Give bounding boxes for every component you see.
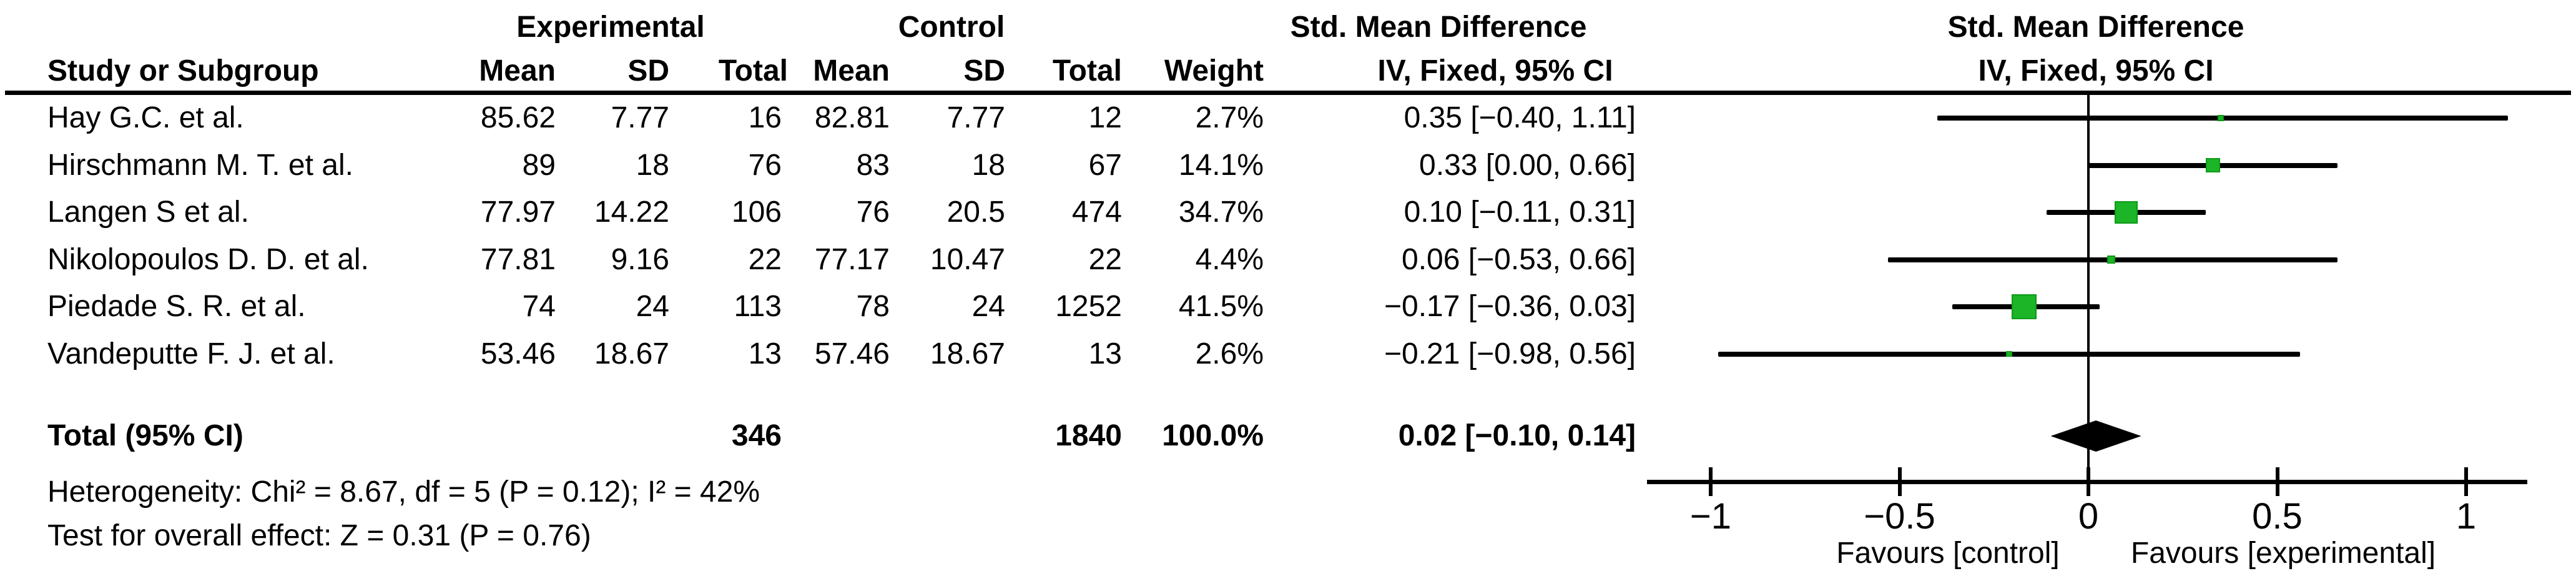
cell-exp-mean: 74 — [522, 290, 556, 323]
cell-study: Hay G.C. et al. — [47, 101, 244, 134]
tick-label: 0.5 — [2252, 496, 2303, 537]
cell-ctrl-total: 12 — [1088, 101, 1122, 134]
group-header-experimental: Experimental — [516, 11, 705, 44]
cell-exp-total: 106 — [731, 196, 782, 229]
col-header-ctrl-total: Total — [1052, 54, 1122, 87]
cell-ctrl-total: 67 — [1088, 148, 1122, 182]
cell-weight: 4.4% — [1195, 242, 1264, 276]
cell-exp-sd: 24 — [636, 290, 669, 323]
cell-study: Piedade S. R. et al. — [47, 290, 306, 323]
cell-ctrl-mean: 83 — [856, 148, 890, 182]
effect-square — [2005, 350, 2012, 357]
cell-exp-sd: 18 — [636, 148, 669, 182]
col-header-study: Study or Subgroup — [47, 54, 319, 87]
cell-ctrl-sd: 24 — [971, 290, 1005, 323]
effect-square — [2107, 255, 2115, 264]
cell-exp-sd: 18.67 — [594, 337, 669, 370]
axis-tick — [1709, 467, 1713, 496]
cell-study: Hirschmann M. T. et al. — [47, 148, 353, 182]
col-header-exp-mean: Mean — [479, 54, 556, 87]
cell-total-ci-text: 0.02 [−0.10, 0.14] — [1398, 419, 1636, 452]
favours-left-label: Favours [control] — [1836, 537, 2060, 570]
cell-study: Nikolopoulos D. D. et al. — [47, 242, 369, 276]
col-header-ctrl-sd: SD — [963, 54, 1005, 87]
axis-tick — [2464, 467, 2468, 496]
cell-weight: 41.5% — [1178, 290, 1264, 323]
axis-tick — [2087, 467, 2090, 496]
cell-ci-text: −0.17 [−0.36, 0.03] — [1384, 290, 1636, 323]
cell-ctrl-total: 22 — [1088, 242, 1122, 276]
cell-exp-mean: 53.46 — [480, 337, 556, 370]
cell-exp-total: 13 — [748, 337, 782, 370]
cell-ctrl-sd: 7.77 — [946, 101, 1005, 134]
axis-tick — [1897, 467, 1902, 496]
col-header-iv-right: IV, Fixed, 95% CI — [1978, 54, 2214, 87]
zero-line — [2087, 95, 2090, 482]
effect-square — [2217, 114, 2224, 122]
tick-label: −0.5 — [1864, 496, 1935, 537]
cell-ci-text: 0.06 [−0.53, 0.66] — [1402, 242, 1636, 276]
cell-weight: 34.7% — [1178, 196, 1264, 229]
cell-exp-sd: 14.22 — [594, 196, 669, 229]
col-header-ctrl-mean: Mean — [813, 54, 890, 87]
col-header-exp-total: Total — [718, 54, 788, 87]
cell-exp-mean: 85.62 — [480, 101, 556, 134]
cell-ctrl-sd: 18 — [971, 148, 1005, 182]
cell-ctrl-mean: 57.46 — [814, 337, 890, 370]
cell-weight: 2.7% — [1195, 101, 1264, 134]
cell-ctrl-total: 474 — [1071, 196, 1122, 229]
cell-exp-total: 113 — [734, 290, 782, 323]
cell-total-ctrl-total: 1840 — [1055, 419, 1122, 452]
cell-total-label: Total (95% CI) — [47, 419, 243, 452]
col-header-weight: Weight — [1164, 54, 1264, 87]
cell-study: Langen S et al. — [47, 196, 249, 229]
cell-exp-sd: 7.77 — [611, 101, 669, 134]
group-header-control: Control — [898, 11, 1005, 44]
cell-ci-text: 0.10 [−0.11, 0.31] — [1404, 196, 1636, 229]
cell-ctrl-sd: 20.5 — [946, 196, 1005, 229]
cell-exp-total: 16 — [748, 101, 782, 134]
col-header-exp-sd: SD — [627, 54, 669, 87]
tick-label: 1 — [2456, 496, 2477, 537]
cell-weight: 2.6% — [1195, 337, 1264, 370]
cell-ctrl-mean: 76 — [856, 196, 890, 229]
cell-study: Vandeputte F. J. et al. — [47, 337, 335, 370]
cell-exp-mean: 77.81 — [480, 242, 556, 276]
cell-ctrl-mean: 82.81 — [814, 101, 890, 134]
group-header-smd-right: Std. Mean Difference — [1947, 11, 2244, 44]
cell-exp-sd: 9.16 — [611, 242, 669, 276]
cell-exp-total: 22 — [748, 242, 782, 276]
tick-label: −1 — [1689, 496, 1732, 537]
cell-ctrl-mean: 78 — [856, 290, 890, 323]
summary-diamond — [2050, 420, 2141, 452]
group-header-smd-left: Std. Mean Difference — [1290, 11, 1587, 44]
cell-total-exp-total: 346 — [731, 419, 782, 452]
col-header-iv-left: IV, Fixed, 95% CI — [1377, 54, 1613, 87]
cell-ctrl-sd: 18.67 — [930, 337, 1005, 370]
effect-square — [2206, 157, 2221, 173]
cell-ci-text: −0.21 [−0.98, 0.56] — [1384, 337, 1636, 370]
header-rule — [5, 91, 2571, 95]
overall-effect-text: Test for overall effect: Z = 0.31 (P = 0… — [47, 519, 591, 552]
heterogeneity-text: Heterogeneity: Chi² = 8.67, df = 5 (P = … — [47, 475, 760, 509]
cell-ci-text: 0.35 [−0.40, 1.11] — [1404, 101, 1636, 134]
cell-exp-total: 76 — [748, 148, 782, 182]
cell-exp-mean: 77.97 — [480, 196, 556, 229]
cell-total-weight: 100.0% — [1162, 419, 1264, 452]
cell-ctrl-total: 13 — [1088, 337, 1122, 370]
axis-tick — [2275, 467, 2279, 496]
tick-label: 0 — [2078, 496, 2099, 537]
cell-weight: 14.1% — [1178, 148, 1264, 182]
effect-square — [2115, 201, 2138, 224]
effect-square — [2012, 294, 2037, 319]
cell-ctrl-mean: 77.17 — [814, 242, 890, 276]
cell-ctrl-sd: 10.47 — [930, 242, 1005, 276]
cell-ci-text: 0.33 [0.00, 0.66] — [1419, 148, 1636, 182]
cell-exp-mean: 89 — [522, 148, 556, 182]
cell-ctrl-total: 1252 — [1055, 290, 1122, 323]
favours-right-label: Favours [experimental] — [2130, 537, 2436, 570]
